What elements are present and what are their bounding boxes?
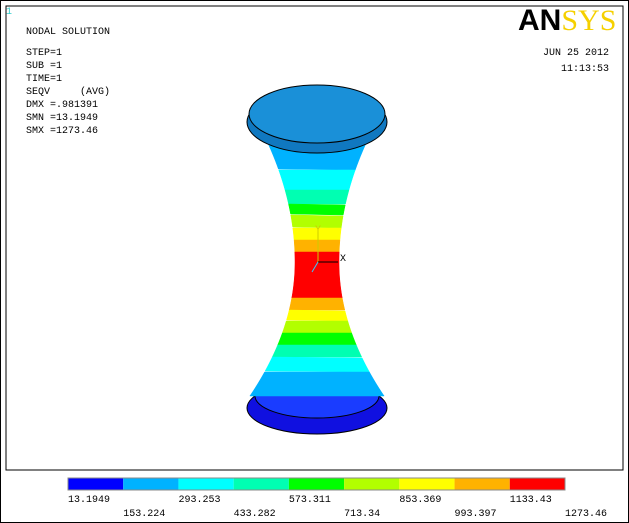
- header-line: SMX =1273.46: [26, 126, 98, 137]
- stress-band: [278, 333, 357, 345]
- stress-band: [282, 321, 351, 333]
- legend-swatch: [455, 478, 510, 490]
- stress-band: [272, 345, 361, 357]
- stress-band: [287, 310, 348, 321]
- axis-label: X: [340, 254, 346, 265]
- legend-swatch: [399, 478, 454, 490]
- header-line: DMX =.981391: [26, 100, 98, 111]
- legend-swatch: [123, 478, 178, 490]
- legend-label: 1133.43: [510, 495, 552, 506]
- legend-swatch: [344, 478, 399, 490]
- legend-label: 853.369: [399, 495, 441, 506]
- window-number: 1: [6, 7, 12, 18]
- legend-swatch: [510, 478, 565, 490]
- stress-band: [289, 298, 345, 310]
- top-disc: [249, 85, 385, 143]
- legend-label: 993.397: [455, 509, 497, 520]
- header-line: TIME=1: [26, 74, 62, 85]
- legend-label: 153.224: [123, 509, 165, 520]
- legend-swatch: [289, 478, 344, 490]
- stress-band: [265, 357, 369, 372]
- header-line: STEP=1: [26, 48, 62, 59]
- date: JUN 25 2012: [543, 48, 609, 59]
- legend-swatch: [68, 478, 123, 490]
- time: 11:13:53: [561, 64, 609, 75]
- legend-label: 1273.46: [565, 509, 607, 520]
- stress-band: [250, 372, 384, 396]
- stress-band: [292, 252, 343, 298]
- stress-band: [294, 240, 340, 252]
- header-line: SEQV (AVG): [26, 86, 110, 98]
- legend-label: 433.282: [234, 509, 276, 520]
- logo-part: AN: [518, 4, 561, 37]
- logo-part: SYS: [561, 4, 616, 37]
- legend-label: 573.311: [289, 495, 331, 506]
- header-title: NODAL SOLUTION: [26, 27, 110, 38]
- legend-swatch: [234, 478, 289, 490]
- legend-label: 293.253: [178, 495, 220, 506]
- stress-band: [279, 170, 356, 190]
- axis-label: Y: [315, 225, 321, 236]
- stress-band: [289, 204, 346, 215]
- header-line: SUB =1: [26, 61, 62, 72]
- stress-band: [285, 190, 349, 204]
- legend-label: 13.1949: [68, 495, 110, 506]
- legend-swatch: [178, 478, 233, 490]
- header-line: SMN =13.1949: [26, 113, 98, 124]
- legend-label: 713.34: [344, 509, 380, 520]
- logo: ANSYS: [518, 4, 616, 37]
- screen: 1 NODAL SOLUTION STEP=1 SUB =1 TIME=1SEQV …: [0, 0, 629, 523]
